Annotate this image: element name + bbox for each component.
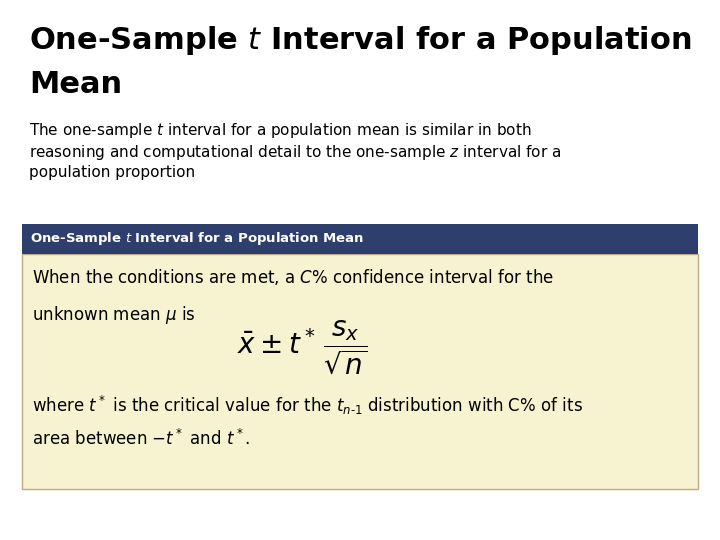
Text: $\bar{x}\pm t^*\,\dfrac{s_x}{\sqrt{n}}$: $\bar{x}\pm t^*\,\dfrac{s_x}{\sqrt{n}}$ [237,319,368,376]
Text: area between $-t^*$ and $t^*$.: area between $-t^*$ and $t^*$. [32,429,251,449]
Text: When the conditions are met, a $\mathit{C}$% confidence interval for the: When the conditions are met, a $\mathit{… [32,267,554,287]
Text: Mean: Mean [29,70,122,99]
Bar [22,224,698,254]
Text: unknown mean $\mathit{\mu}$ is: unknown mean $\mathit{\mu}$ is [32,304,196,326]
Text: The one-sample $\mathit{t}$ interval for a population mean is similar in both: The one-sample $\mathit{t}$ interval for… [29,122,531,140]
Text: One-Sample $\mathit{t}$ Interval for a Population: One-Sample $\mathit{t}$ Interval for a P… [29,24,691,57]
Text: where $\mathit{t}^*$ is the critical value for the $\mathit{t}_{n\text{-}1}$ dis: where $\mathit{t}^*$ is the critical val… [32,394,583,417]
Bar [22,254,698,489]
Text: One-Sample $\mathbf{\mathit{t}}$ Interval for a Population Mean: One-Sample $\mathbf{\mathit{t}}$ Interva… [30,231,364,247]
Text: reasoning and computational detail to the one-sample $\mathit{z}$ interval for a: reasoning and computational detail to th… [29,143,561,162]
Text: population proportion: population proportion [29,165,195,180]
